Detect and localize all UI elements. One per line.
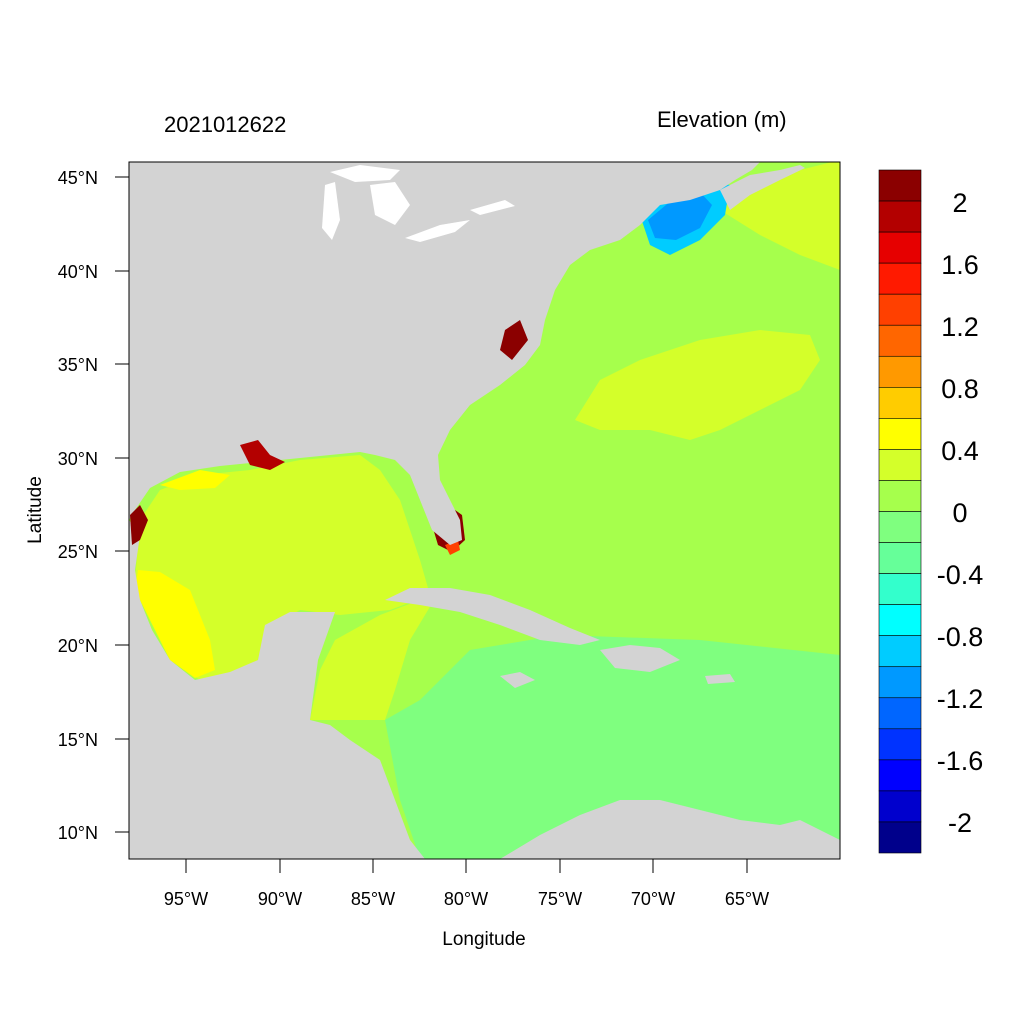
lake-huron xyxy=(370,182,410,225)
lake-superior xyxy=(330,165,400,182)
colorbar-swatch xyxy=(878,387,922,419)
lon-tick: 65°W xyxy=(725,889,769,909)
colorbar-labels: 2 1.6 1.2 0.8 0.4 0 -0.4 -0.8 -1.2 -1.6 … xyxy=(937,188,984,838)
coastal-surge-texas xyxy=(130,505,148,545)
colorbar-swatch xyxy=(878,231,922,264)
x-axis-title: Longitude xyxy=(442,929,525,950)
lon-tick: 95°W xyxy=(164,889,208,909)
colorbar-swatch xyxy=(878,790,922,823)
colorbar-swatch xyxy=(878,604,922,636)
land-mexico-central-america xyxy=(129,520,425,859)
lat-tick: 30°N xyxy=(58,449,98,469)
lon-tick: 90°W xyxy=(258,889,302,909)
lat-tick: 20°N xyxy=(58,636,98,656)
colorbar-label: 0.4 xyxy=(941,436,979,466)
lat-axis xyxy=(115,176,129,833)
colorbar-swatch xyxy=(878,821,922,854)
colorbar-label: -1.6 xyxy=(937,746,984,776)
lon-tick: 80°W xyxy=(444,889,488,909)
land-north-america xyxy=(129,162,760,545)
ocean-atlantic-high xyxy=(575,330,820,440)
coastal-surge-louisiana xyxy=(240,440,285,470)
lat-tick: 40°N xyxy=(58,262,98,282)
y-axis-title: Latitude xyxy=(25,476,46,544)
colorbar-label: 0 xyxy=(952,498,967,528)
lat-tick: 25°N xyxy=(58,542,98,562)
colorbar-swatch xyxy=(878,511,922,543)
lat-tick: 15°N xyxy=(58,730,98,750)
lon-axis xyxy=(185,859,748,873)
colorbar-swatch xyxy=(878,169,922,202)
colorbar-swatch xyxy=(878,573,922,605)
colorbar-label: 0.8 xyxy=(941,374,979,404)
colorbar-label: -1.2 xyxy=(937,684,984,714)
colorbar-label: 1.6 xyxy=(941,250,979,280)
colorbar-label: -0.8 xyxy=(937,622,984,652)
timestamp-label: 2021012622 xyxy=(164,112,287,137)
lon-tick: 85°W xyxy=(351,889,395,909)
coastal-surge-carolina xyxy=(500,320,528,360)
colorbar-swatch xyxy=(878,666,922,699)
land-hispaniola xyxy=(600,645,680,672)
colorbar xyxy=(878,169,922,854)
colorbar-swatch xyxy=(878,200,922,233)
colorbar-label: -2 xyxy=(948,808,972,838)
colorbar-swatch xyxy=(878,697,922,730)
colorbar-swatch xyxy=(878,728,922,761)
colorbar-label: 2 xyxy=(952,188,967,218)
land-south-america xyxy=(500,800,840,859)
lat-tick: 45°N xyxy=(58,168,98,188)
lon-tick: 75°W xyxy=(538,889,582,909)
lake-erie xyxy=(405,220,470,242)
lon-tick: 70°W xyxy=(631,889,675,909)
land-nova-scotia xyxy=(720,165,805,210)
ocean-gulf-north-high xyxy=(160,470,230,490)
variable-title: Elevation (m) xyxy=(657,107,787,132)
lake-ontario xyxy=(470,200,515,215)
plot-frame xyxy=(128,161,841,860)
colorbar-swatch xyxy=(878,418,922,450)
colorbar-swatch xyxy=(878,449,922,481)
colorbar-swatch xyxy=(878,759,922,792)
lat-tick: 10°N xyxy=(58,823,98,843)
lake-michigan xyxy=(322,182,340,240)
colorbar-swatch xyxy=(878,635,922,668)
colorbar-label: -0.4 xyxy=(937,560,984,590)
colorbar-swatch xyxy=(878,480,922,512)
colorbar-swatch xyxy=(878,324,922,357)
land-puerto-rico xyxy=(705,674,735,684)
land-cuba xyxy=(385,588,600,645)
colorbar-swatch xyxy=(878,262,922,295)
ocean-yucatan xyxy=(310,590,440,720)
colorbar-swatch xyxy=(878,355,922,388)
ocean-gulf-west-high xyxy=(135,570,215,678)
colorbar-swatch xyxy=(878,293,922,326)
ocean-gulf xyxy=(135,455,430,680)
map-plot xyxy=(129,162,840,859)
ocean-gulf-of-maine-core xyxy=(648,192,712,240)
lat-tick: 35°N xyxy=(58,355,98,375)
colorbar-swatch xyxy=(878,542,922,574)
colorbar-label: 1.2 xyxy=(941,312,979,342)
land-jamaica xyxy=(500,672,535,688)
ocean-caribbean xyxy=(385,635,840,859)
